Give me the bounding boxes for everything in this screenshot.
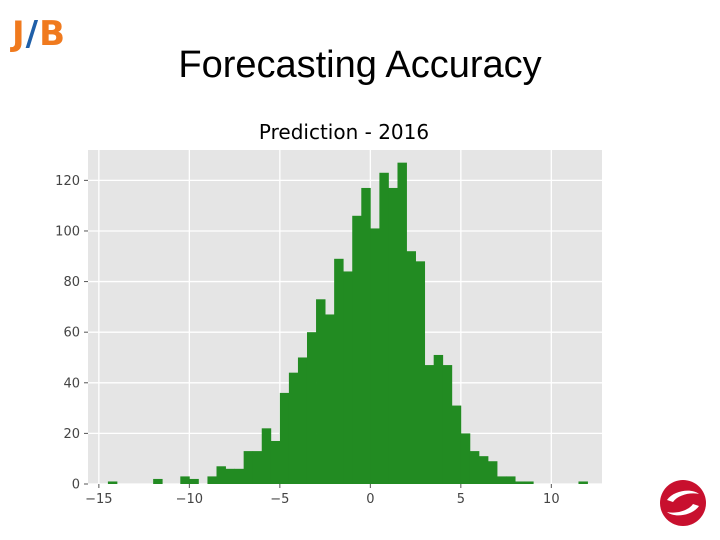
slide-title: Forecasting Accuracy — [178, 44, 542, 86]
histogram-bar — [243, 451, 254, 484]
histogram-bar — [515, 481, 525, 484]
chart-title: Prediction - 2016 — [259, 120, 429, 144]
histogram-bar — [261, 428, 272, 484]
histogram-bar — [497, 476, 507, 484]
y-tick-label: 60 — [63, 326, 80, 341]
histogram-bar — [442, 365, 453, 484]
histogram-bar — [460, 433, 471, 484]
x-tick-label: 10 — [543, 492, 560, 507]
histogram-bar — [415, 261, 426, 484]
y-tick-label: 20 — [63, 427, 80, 442]
y-tick-label: 0 — [72, 478, 80, 493]
histogram-bar — [361, 187, 371, 485]
histogram-bar — [424, 365, 435, 484]
histogram-bar — [297, 357, 308, 484]
y-axis-ticks: 0 20 40 60 80 100 120 — [55, 174, 88, 493]
histogram-bar — [451, 405, 462, 484]
histogram-bar — [397, 162, 407, 484]
histogram-bars — [107, 162, 588, 485]
histogram-bar — [524, 481, 534, 484]
x-tick-label: 5 — [457, 492, 465, 507]
histogram-bar — [406, 251, 416, 484]
histogram-bar — [153, 478, 163, 484]
histogram-bar — [180, 476, 190, 484]
histogram-bar — [578, 481, 588, 484]
y-tick-label: 80 — [63, 275, 80, 290]
histogram-bar — [252, 451, 263, 484]
x-tick-label: −5 — [270, 492, 289, 507]
histogram-bar — [316, 299, 326, 484]
swirl-logo-icon — [660, 480, 706, 526]
histogram-bar — [288, 372, 299, 484]
histogram-bar — [469, 451, 480, 484]
y-tick-label: 100 — [55, 224, 80, 239]
x-axis-ticks: −15 −10 −5 0 5 10 — [85, 484, 560, 507]
histogram-bar — [506, 476, 516, 484]
histogram-bar — [306, 332, 317, 484]
y-tick-label: 40 — [63, 376, 80, 391]
histogram-bar — [225, 468, 235, 484]
histogram-bar — [352, 215, 362, 484]
histogram-bar — [270, 440, 281, 484]
x-tick-label: −10 — [176, 492, 203, 507]
x-tick-label: 0 — [366, 492, 374, 507]
logo-letter-b: B — [39, 14, 66, 54]
histogram-bar — [107, 481, 118, 484]
histogram-bar — [279, 392, 290, 484]
histogram-bar — [487, 461, 498, 484]
histogram-bar — [379, 172, 389, 485]
histogram-bar — [433, 354, 444, 484]
histogram-bar — [207, 476, 217, 484]
logo-slash: / — [25, 14, 40, 54]
histogram-bar — [388, 187, 398, 485]
histogram-bar — [216, 466, 226, 484]
histogram-bar — [370, 228, 380, 484]
histogram-bar — [325, 314, 335, 484]
x-tick-label: −15 — [85, 492, 112, 507]
y-tick-label: 120 — [55, 174, 80, 189]
histogram-bar — [189, 478, 199, 484]
jb-logo: J/B — [12, 14, 66, 54]
histogram-bar — [478, 456, 489, 484]
histogram-bar — [343, 271, 353, 484]
histogram-bar — [234, 468, 245, 484]
logo-letter-j: J — [12, 14, 26, 54]
histogram-bar — [334, 258, 344, 484]
